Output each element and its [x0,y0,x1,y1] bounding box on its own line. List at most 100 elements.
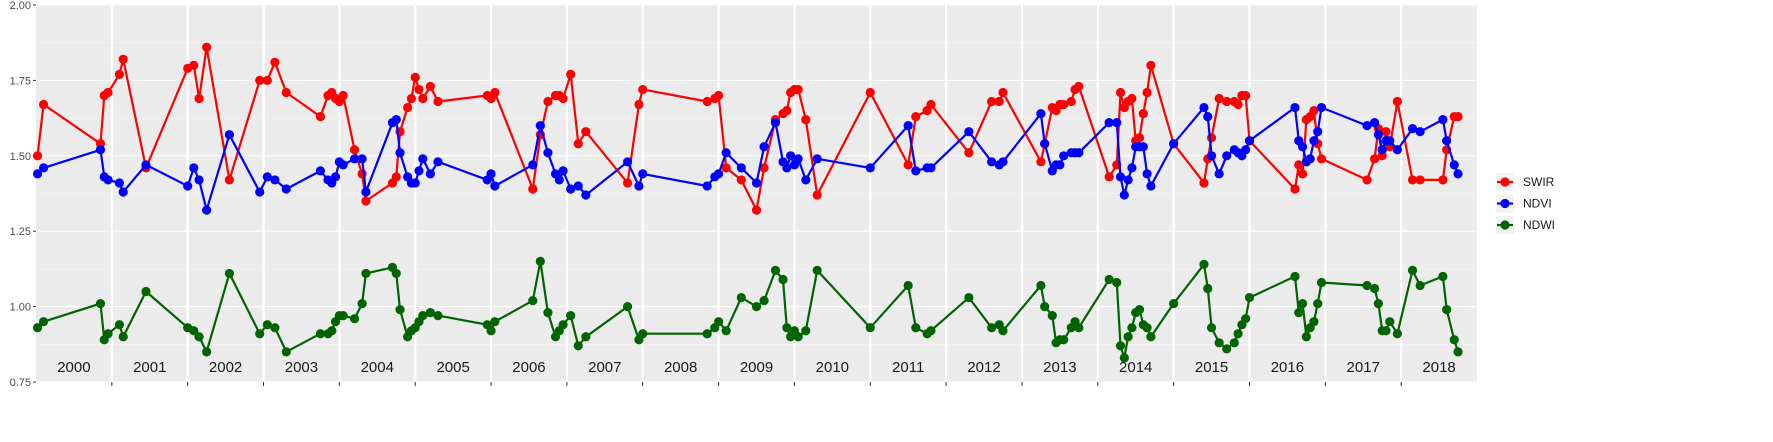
data-point-ndvi [338,160,348,170]
data-point-ndwi [964,292,974,303]
data-point-ndvi [1449,160,1459,170]
data-point-swir [1142,87,1152,98]
data-point-swir [490,87,500,98]
year-label: 2006 [512,359,545,376]
data-point-ndwi [1313,298,1323,309]
data-point-swir [736,175,746,185]
data-point-ndwi [566,311,576,321]
data-point-ndwi [865,323,875,333]
data-point-ndvi [721,148,731,158]
data-point-ndvi [554,175,564,185]
data-point-ndvi [1115,172,1126,182]
data-point-ndwi [490,317,500,327]
data-point-ndvi [490,181,500,191]
data-point-swir [425,81,435,92]
data-point-ndvi [782,163,792,173]
data-point-ndwi [1385,317,1395,327]
data-point-ndvi [1297,142,1308,152]
data-point-ndwi [1453,347,1463,357]
data-point-ndwi [1123,332,1133,342]
data-point-ndwi [1290,271,1300,282]
data-point-ndvi [528,160,538,170]
data-point-ndwi [1438,271,1448,282]
data-point-ndvi [573,181,583,191]
legend-item-swir: SWIR [1496,173,1555,191]
year-label: 2003 [285,359,318,376]
data-point-ndvi [1119,190,1129,200]
data-point-swir [1290,184,1300,194]
data-point-ndwi [202,347,212,357]
data-point-ndvi [391,115,401,125]
data-point-ndvi [224,130,234,140]
data-point-ndwi [573,341,583,351]
data-point-ndvi [418,154,428,164]
data-point-ndwi [1146,332,1156,342]
data-point-swir [1407,175,1418,185]
data-point-ndwi [224,268,234,279]
data-point-ndvi [1036,108,1046,119]
legend-marker [1500,177,1510,187]
data-point-ndvi [486,169,496,179]
data-point-ndvi [1290,102,1300,113]
y-tick-label: 1.00 [10,302,31,314]
data-point-swir [1066,96,1076,107]
data-point-ndwi [736,292,746,303]
data-point-swir [713,90,724,101]
data-point-ndvi [1074,148,1084,158]
data-point-swir [414,84,424,95]
data-point-ndvi [1377,145,1387,155]
data-point-ndwi [987,323,997,333]
legend-item-ndvi: NDVI [1496,194,1552,213]
data-point-ndvi [38,163,49,173]
data-point-ndvi [270,175,280,185]
data-point-ndvi [1241,145,1251,155]
data-point-ndwi [486,326,496,336]
year-label: 2010 [816,359,849,376]
data-point-swir [793,84,803,95]
data-point-swir [1036,157,1046,167]
y-axis: 0.75 1.00 1.25 1.50 1.75 2.00 [10,0,36,389]
data-point-swir [406,93,417,104]
data-point-ndwi [95,298,106,309]
data-point-ndvi [581,190,591,200]
data-point-swir [194,93,204,104]
data-point-ndwi [425,308,435,318]
data-point-swir [581,127,591,137]
data-point-ndvi [118,187,128,197]
data-point-swir [801,115,811,125]
data-point-ndvi [1415,127,1425,137]
year-label: 2007 [588,359,621,376]
legend-label: NDWI [1523,218,1555,232]
series-ndvi [32,102,1463,215]
data-point-swir [338,90,348,101]
data-point-ndwi [418,311,428,321]
data-point-ndvi [114,178,125,188]
data-point-ndvi [770,118,781,128]
data-point-ndwi [713,317,724,327]
data-point-ndvi [926,163,936,173]
data-point-ndvi [32,169,43,179]
y-tick-label: 1.50 [10,151,31,163]
data-point-swir [357,169,367,179]
data-point-ndvi [1206,151,1217,161]
data-point-ndwi [38,317,49,327]
data-point-ndvi [1138,142,1148,152]
data-point-ndvi [622,157,633,167]
data-point-ndwi [114,320,125,330]
data-point-ndwi [327,326,337,336]
data-point-swir [1146,60,1156,70]
data-point-swir [1415,175,1425,185]
data-point-ndwi [281,347,291,357]
data-point-swir [118,54,128,64]
data-point-ndvi [330,172,341,182]
data-point-ndwi [349,314,360,324]
data-point-ndvi [558,166,568,176]
data-point-swir [865,87,875,98]
data-point-ndvi [1453,169,1463,179]
data-point-swir [433,96,443,107]
data-point-ndwi [778,274,788,285]
data-point-ndwi [1119,353,1129,363]
data-point-ndvi [202,205,212,215]
data-point-ndwi [1316,277,1327,288]
data-point-swir [721,163,731,173]
